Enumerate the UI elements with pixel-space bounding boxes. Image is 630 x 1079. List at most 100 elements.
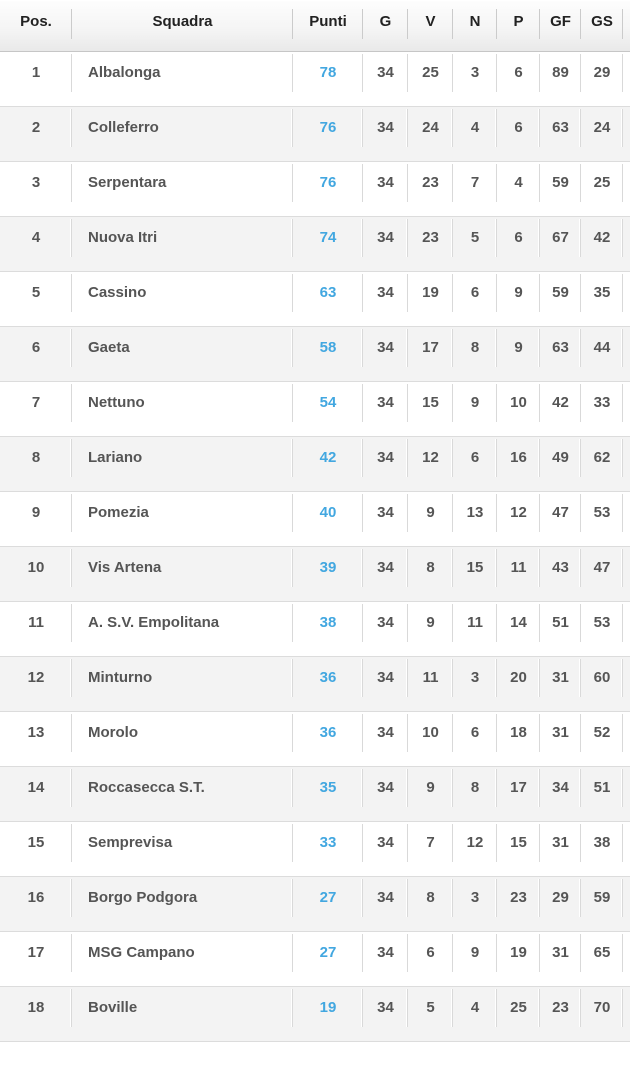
cell-p: 6 bbox=[497, 217, 540, 272]
cell-v: 9 bbox=[408, 602, 453, 657]
cell-gf: 89 bbox=[540, 52, 581, 107]
table-row: 1 Albalonga 78 34 25 3 6 89 29 bbox=[0, 52, 630, 107]
cell-team: Boville bbox=[72, 987, 293, 1042]
cell-gs: 35 bbox=[581, 272, 623, 327]
cell-overflow-cut bbox=[623, 987, 630, 1042]
header-n: N bbox=[453, 0, 497, 52]
cell-gs: 51 bbox=[581, 767, 623, 822]
cell-pos: 14 bbox=[0, 767, 72, 822]
cell-g: 34 bbox=[363, 327, 408, 382]
cell-gs: 53 bbox=[581, 602, 623, 657]
cell-n: 6 bbox=[453, 712, 497, 767]
cell-gs: 52 bbox=[581, 712, 623, 767]
cell-pos: 10 bbox=[0, 547, 72, 602]
cell-gf: 42 bbox=[540, 382, 581, 437]
cell-punti: 58 bbox=[293, 327, 363, 382]
cell-g: 34 bbox=[363, 437, 408, 492]
cell-overflow-cut bbox=[623, 822, 630, 877]
cell-g: 34 bbox=[363, 712, 408, 767]
cell-gf: 31 bbox=[540, 932, 581, 987]
cell-punti: 42 bbox=[293, 437, 363, 492]
cell-v: 8 bbox=[408, 877, 453, 932]
cell-gf: 63 bbox=[540, 327, 581, 382]
cell-n: 3 bbox=[453, 52, 497, 107]
cell-team: Morolo bbox=[72, 712, 293, 767]
cell-gf: 49 bbox=[540, 437, 581, 492]
standings-table: Pos. Squadra Punti G V N P GF GS 1 Albalo… bbox=[0, 0, 630, 1042]
cell-n: 11 bbox=[453, 602, 497, 657]
cell-punti: 27 bbox=[293, 877, 363, 932]
cell-p: 25 bbox=[497, 987, 540, 1042]
cell-gf: 34 bbox=[540, 767, 581, 822]
cell-pos: 1 bbox=[0, 52, 72, 107]
cell-pos: 17 bbox=[0, 932, 72, 987]
header-overflow-cut bbox=[623, 0, 630, 52]
cell-team: A. S.V. Empolitana bbox=[72, 602, 293, 657]
cell-n: 13 bbox=[453, 492, 497, 547]
cell-g: 34 bbox=[363, 767, 408, 822]
table-row: 3 Serpentara 76 34 23 7 4 59 25 bbox=[0, 162, 630, 217]
table-row: 13 Morolo 36 34 10 6 18 31 52 bbox=[0, 712, 630, 767]
cell-n: 6 bbox=[453, 272, 497, 327]
cell-n: 4 bbox=[453, 987, 497, 1042]
cell-punti: 76 bbox=[293, 162, 363, 217]
cell-pos: 9 bbox=[0, 492, 72, 547]
cell-team: Albalonga bbox=[72, 52, 293, 107]
cell-p: 6 bbox=[497, 107, 540, 162]
header-punti: Punti bbox=[293, 0, 363, 52]
table-row: 12 Minturno 36 34 11 3 20 31 60 bbox=[0, 657, 630, 712]
cell-gf: 31 bbox=[540, 657, 581, 712]
cell-pos: 16 bbox=[0, 877, 72, 932]
cell-p: 12 bbox=[497, 492, 540, 547]
table-row: 17 MSG Campano 27 34 6 9 19 31 65 bbox=[0, 932, 630, 987]
cell-team: Colleferro bbox=[72, 107, 293, 162]
cell-g: 34 bbox=[363, 547, 408, 602]
standings-header: Pos. Squadra Punti G V N P GF GS bbox=[0, 0, 630, 52]
cell-punti: 36 bbox=[293, 657, 363, 712]
cell-team: Vis Artena bbox=[72, 547, 293, 602]
table-row: 9 Pomezia 40 34 9 13 12 47 53 bbox=[0, 492, 630, 547]
cell-pos: 13 bbox=[0, 712, 72, 767]
cell-punti: 76 bbox=[293, 107, 363, 162]
cell-v: 23 bbox=[408, 162, 453, 217]
cell-overflow-cut bbox=[623, 437, 630, 492]
cell-n: 9 bbox=[453, 382, 497, 437]
cell-gs: 24 bbox=[581, 107, 623, 162]
cell-punti: 27 bbox=[293, 932, 363, 987]
table-row: 14 Roccasecca S.T. 35 34 9 8 17 34 51 bbox=[0, 767, 630, 822]
cell-overflow-cut bbox=[623, 327, 630, 382]
cell-overflow-cut bbox=[623, 932, 630, 987]
cell-p: 18 bbox=[497, 712, 540, 767]
cell-gf: 63 bbox=[540, 107, 581, 162]
cell-g: 34 bbox=[363, 382, 408, 437]
cell-punti: 74 bbox=[293, 217, 363, 272]
cell-gf: 59 bbox=[540, 162, 581, 217]
header-gf: GF bbox=[540, 0, 581, 52]
cell-team: Borgo Podgora bbox=[72, 877, 293, 932]
cell-p: 14 bbox=[497, 602, 540, 657]
cell-gf: 23 bbox=[540, 987, 581, 1042]
header-gs: GS bbox=[581, 0, 623, 52]
cell-team: Minturno bbox=[72, 657, 293, 712]
cell-n: 8 bbox=[453, 767, 497, 822]
cell-pos: 5 bbox=[0, 272, 72, 327]
cell-n: 6 bbox=[453, 437, 497, 492]
cell-overflow-cut bbox=[623, 107, 630, 162]
cell-v: 9 bbox=[408, 492, 453, 547]
table-row: 8 Lariano 42 34 12 6 16 49 62 bbox=[0, 437, 630, 492]
cell-gs: 60 bbox=[581, 657, 623, 712]
header-squadra: Squadra bbox=[72, 0, 293, 52]
cell-overflow-cut bbox=[623, 657, 630, 712]
cell-g: 34 bbox=[363, 107, 408, 162]
cell-punti: 40 bbox=[293, 492, 363, 547]
cell-p: 10 bbox=[497, 382, 540, 437]
table-row: 6 Gaeta 58 34 17 8 9 63 44 bbox=[0, 327, 630, 382]
cell-v: 9 bbox=[408, 767, 453, 822]
cell-gs: 29 bbox=[581, 52, 623, 107]
cell-gs: 59 bbox=[581, 877, 623, 932]
cell-v: 10 bbox=[408, 712, 453, 767]
cell-team: Serpentara bbox=[72, 162, 293, 217]
cell-g: 34 bbox=[363, 932, 408, 987]
table-row: 5 Cassino 63 34 19 6 9 59 35 bbox=[0, 272, 630, 327]
cell-punti: 39 bbox=[293, 547, 363, 602]
